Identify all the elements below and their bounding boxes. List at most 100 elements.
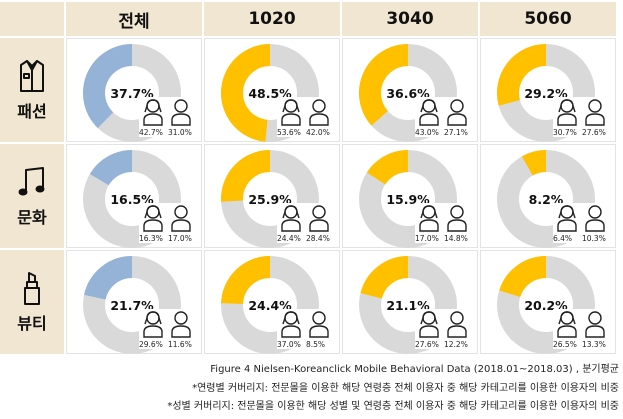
donut-chart bbox=[221, 256, 319, 354]
donut-value-label: 29.2% bbox=[524, 85, 568, 101]
male-user-icon bbox=[447, 99, 467, 126]
gender-breakdown: 53.6% 42.0% bbox=[277, 97, 335, 137]
donut-cell: 48.5% 53.6% 42.0% bbox=[204, 38, 340, 142]
donut-slice bbox=[84, 256, 133, 301]
male-user-icon bbox=[171, 99, 191, 126]
female-coverage-value: 27.6% bbox=[415, 340, 439, 349]
column-header-3: 5060 bbox=[480, 2, 616, 36]
shirt-icon bbox=[20, 60, 44, 92]
gender-breakdown: 17.0% 14.8% bbox=[415, 203, 473, 243]
female-coverage-value: 30.7% bbox=[553, 128, 577, 137]
donut-chart bbox=[359, 150, 457, 248]
gender-breakdown: 42.7% 31.0% bbox=[139, 97, 197, 137]
female-coverage-value: 17.0% bbox=[415, 234, 439, 243]
donut-slice bbox=[221, 44, 271, 142]
male-coverage-value: 14.8% bbox=[444, 234, 468, 243]
gender-breakdown: 29.6% 11.6% bbox=[139, 309, 197, 349]
lipstick-icon bbox=[24, 272, 40, 305]
music-note-icon bbox=[18, 167, 45, 196]
female-coverage-value: 26.5% bbox=[553, 340, 577, 349]
donut-cell: 24.4% 37.0% 8.5% bbox=[204, 250, 340, 354]
female-user-icon bbox=[419, 311, 439, 338]
donut-slice bbox=[83, 44, 133, 129]
donut-slice bbox=[221, 256, 271, 305]
male-user-icon bbox=[447, 205, 467, 232]
donut-cell: 36.6% 43.0% 27.1% bbox=[342, 38, 478, 142]
male-user-icon bbox=[309, 311, 329, 338]
female-coverage-value: 29.6% bbox=[139, 340, 163, 349]
donut-value-label: 21.1% bbox=[386, 297, 430, 313]
donut-cell: 16.5% 16.3% 17.0% bbox=[66, 144, 202, 248]
donut-cell: 21.7% 29.6% 11.6% bbox=[66, 250, 202, 354]
donut-slice bbox=[221, 150, 271, 202]
footnote-gender-coverage: *성별 커버리지: 전문몰을 이용한 해당 성별 및 연령층 전체 이용자 중 … bbox=[167, 401, 619, 412]
column-header-2: 3040 bbox=[342, 2, 478, 36]
row-label: 패션 bbox=[17, 102, 47, 121]
male-coverage-value: 8.5% bbox=[306, 340, 326, 349]
female-coverage-value: 16.3% bbox=[139, 234, 163, 243]
donut-slice bbox=[499, 256, 547, 298]
row-header-1: 문화 bbox=[0, 144, 64, 248]
row-label: 뷰티 bbox=[17, 314, 47, 333]
donut-value-label: 21.7% bbox=[110, 297, 154, 313]
donut-value-label: 37.7% bbox=[110, 85, 154, 101]
row-label: 문화 bbox=[17, 208, 47, 227]
gender-breakdown: 24.4% 28.4% bbox=[277, 203, 335, 243]
donut-cell: 29.2% 30.7% 27.6% bbox=[480, 38, 616, 142]
female-coverage-value: 37.0% bbox=[277, 340, 301, 349]
donut-chart bbox=[359, 44, 457, 142]
donut-slice bbox=[497, 44, 547, 106]
female-user-icon bbox=[281, 99, 301, 126]
female-user-icon bbox=[419, 205, 439, 232]
donut-cell: 20.2% 26.5% 13.3% bbox=[480, 250, 616, 354]
female-user-icon bbox=[557, 99, 577, 126]
male-coverage-value: 28.4% bbox=[306, 234, 330, 243]
male-user-icon bbox=[585, 205, 605, 232]
row-header-2: 뷰티 bbox=[0, 250, 64, 354]
donut-chart bbox=[497, 150, 595, 248]
male-coverage-value: 13.3% bbox=[582, 340, 606, 349]
female-user-icon bbox=[143, 311, 163, 338]
column-header-0: 전체 bbox=[66, 2, 202, 36]
donut-value-label: 20.2% bbox=[524, 297, 568, 313]
male-user-icon bbox=[585, 311, 605, 338]
female-coverage-value: 43.0% bbox=[415, 128, 439, 137]
gender-breakdown: 16.3% 17.0% bbox=[139, 203, 197, 243]
donut-cell: 37.7% 42.7% 31.0% bbox=[66, 38, 202, 142]
male-coverage-value: 42.0% bbox=[306, 128, 330, 137]
female-coverage-value: 6.4% bbox=[553, 234, 573, 243]
donut-chart bbox=[83, 150, 181, 248]
donut-cell: 8.2% 6.4% 10.3% bbox=[480, 144, 616, 248]
donut-chart bbox=[221, 44, 319, 142]
donut-value-label: 25.9% bbox=[248, 191, 292, 207]
female-coverage-value: 42.7% bbox=[139, 128, 163, 137]
female-user-icon bbox=[557, 311, 577, 338]
gender-breakdown: 26.5% 13.3% bbox=[553, 309, 611, 349]
male-coverage-value: 31.0% bbox=[168, 128, 192, 137]
coverage-donut-grid: 전체 1020 3040 5060 패션 37.7% 42.7% 31.0% 48.5% 53.6… bbox=[0, 2, 616, 354]
female-user-icon bbox=[419, 99, 439, 126]
donut-slice bbox=[521, 150, 547, 176]
donut-slice bbox=[359, 44, 409, 126]
male-user-icon bbox=[171, 311, 191, 338]
gender-breakdown: 27.6% 12.2% bbox=[415, 309, 473, 349]
female-user-icon bbox=[281, 311, 301, 338]
header-corner bbox=[0, 2, 64, 36]
donut-chart bbox=[359, 256, 457, 354]
male-coverage-value: 10.3% bbox=[582, 234, 606, 243]
donut-value-label: 15.9% bbox=[386, 191, 430, 207]
donut-value-label: 48.5% bbox=[248, 85, 292, 101]
column-header-1: 1020 bbox=[204, 2, 340, 36]
donut-cell: 21.1% 27.6% 12.2% bbox=[342, 250, 478, 354]
male-coverage-value: 27.1% bbox=[444, 128, 468, 137]
donut-chart bbox=[497, 44, 595, 142]
figure-caption: Figure 4 Nielsen-Koreanclick Mobile Beha… bbox=[210, 364, 619, 375]
donut-cell: 25.9% 24.4% 28.4% bbox=[204, 144, 340, 248]
male-coverage-value: 27.6% bbox=[582, 128, 606, 137]
donut-value-label: 16.5% bbox=[110, 191, 154, 207]
female-user-icon bbox=[143, 205, 163, 232]
gender-breakdown: 6.4% 10.3% bbox=[553, 203, 611, 243]
donut-value-label: 36.6% bbox=[386, 85, 430, 101]
donut-chart bbox=[497, 256, 595, 354]
female-coverage-value: 24.4% bbox=[277, 234, 301, 243]
